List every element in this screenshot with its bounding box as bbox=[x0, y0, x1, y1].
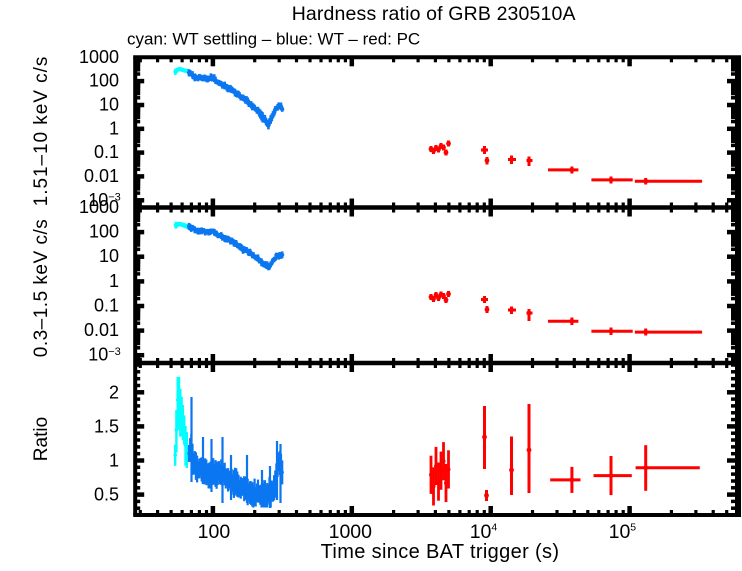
svg-text:0.5: 0.5 bbox=[94, 485, 119, 505]
svg-text:Ratio: Ratio bbox=[31, 417, 52, 461]
svg-text:Hardness ratio of GRB 230510A: Hardness ratio of GRB 230510A bbox=[292, 3, 576, 25]
svg-text:0.3–1.5 keV c/s: 0.3–1.5 keV c/s bbox=[31, 219, 52, 357]
svg-text:10: 10 bbox=[99, 95, 119, 115]
svg-text:1000: 1000 bbox=[79, 197, 119, 217]
svg-text:100: 100 bbox=[89, 71, 119, 91]
svg-text:100: 100 bbox=[89, 222, 119, 242]
svg-text:10: 10 bbox=[99, 246, 119, 266]
svg-text:100: 100 bbox=[198, 521, 231, 543]
svg-text:1000: 1000 bbox=[329, 521, 373, 543]
svg-text:1: 1 bbox=[109, 451, 119, 471]
svg-text:0.01: 0.01 bbox=[84, 320, 119, 340]
svg-text:1: 1 bbox=[109, 118, 119, 138]
svg-text:Time since BAT trigger (s): Time since BAT trigger (s) bbox=[321, 541, 560, 563]
svg-text:0.1: 0.1 bbox=[94, 142, 119, 162]
svg-text:105: 105 bbox=[609, 521, 637, 543]
svg-text:1000: 1000 bbox=[79, 47, 119, 67]
svg-text:1.5: 1.5 bbox=[94, 416, 119, 436]
svg-text:0.01: 0.01 bbox=[84, 166, 119, 186]
svg-text:cyan: WT settling – blue: WT –: cyan: WT settling – blue: WT – red: PC bbox=[127, 30, 420, 49]
svg-text:0.1: 0.1 bbox=[94, 296, 119, 316]
svg-text:1: 1 bbox=[109, 271, 119, 291]
svg-text:1.51–10 keV c/s: 1.51–10 keV c/s bbox=[31, 56, 52, 207]
svg-text:2: 2 bbox=[109, 382, 119, 402]
svg-text:104: 104 bbox=[470, 521, 498, 543]
